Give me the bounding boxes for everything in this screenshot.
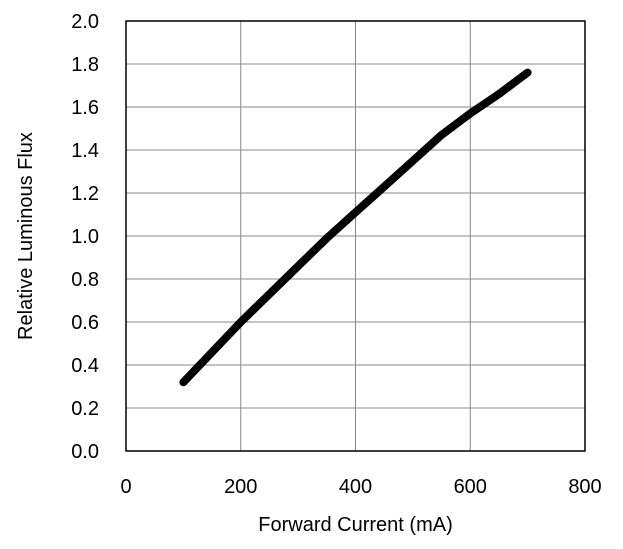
x-tick-label: 0 (120, 476, 131, 498)
x-tick-label: 400 (339, 476, 372, 498)
grid (126, 21, 585, 451)
y-tick-label: 1.0 (71, 226, 99, 248)
x-axis-tick-labels: 0 200 400 600 800 (120, 476, 601, 498)
plot-area-frame (125, 20, 586, 452)
y-axis-tick-labels: 0.0 0.2 0.4 0.6 0.8 1.0 1.2 1.4 1.6 1.8 2.0 (71, 11, 99, 463)
x-axis-title: Forward Current (mA) (258, 514, 452, 536)
x-tick-label: 800 (568, 476, 601, 498)
y-tick-label: 0.0 (71, 441, 99, 463)
y-tick-label: 2.0 (71, 11, 99, 33)
y-tick-label: 1.6 (71, 97, 99, 119)
y-tick-label: 1.2 (71, 183, 99, 205)
y-axis-title: Relative Luminous Flux (15, 132, 37, 340)
y-tick-label: 1.8 (71, 54, 99, 76)
y-tick-label: 0.8 (71, 269, 99, 291)
series (179, 68, 532, 387)
series-line (179, 68, 532, 387)
y-tick-label: 0.2 (71, 398, 99, 420)
y-tick-label: 0.4 (71, 355, 99, 377)
x-tick-label: 200 (224, 476, 257, 498)
x-tick-label: 600 (454, 476, 487, 498)
y-tick-label: 1.4 (71, 140, 99, 162)
y-tick-label: 0.6 (71, 312, 99, 334)
